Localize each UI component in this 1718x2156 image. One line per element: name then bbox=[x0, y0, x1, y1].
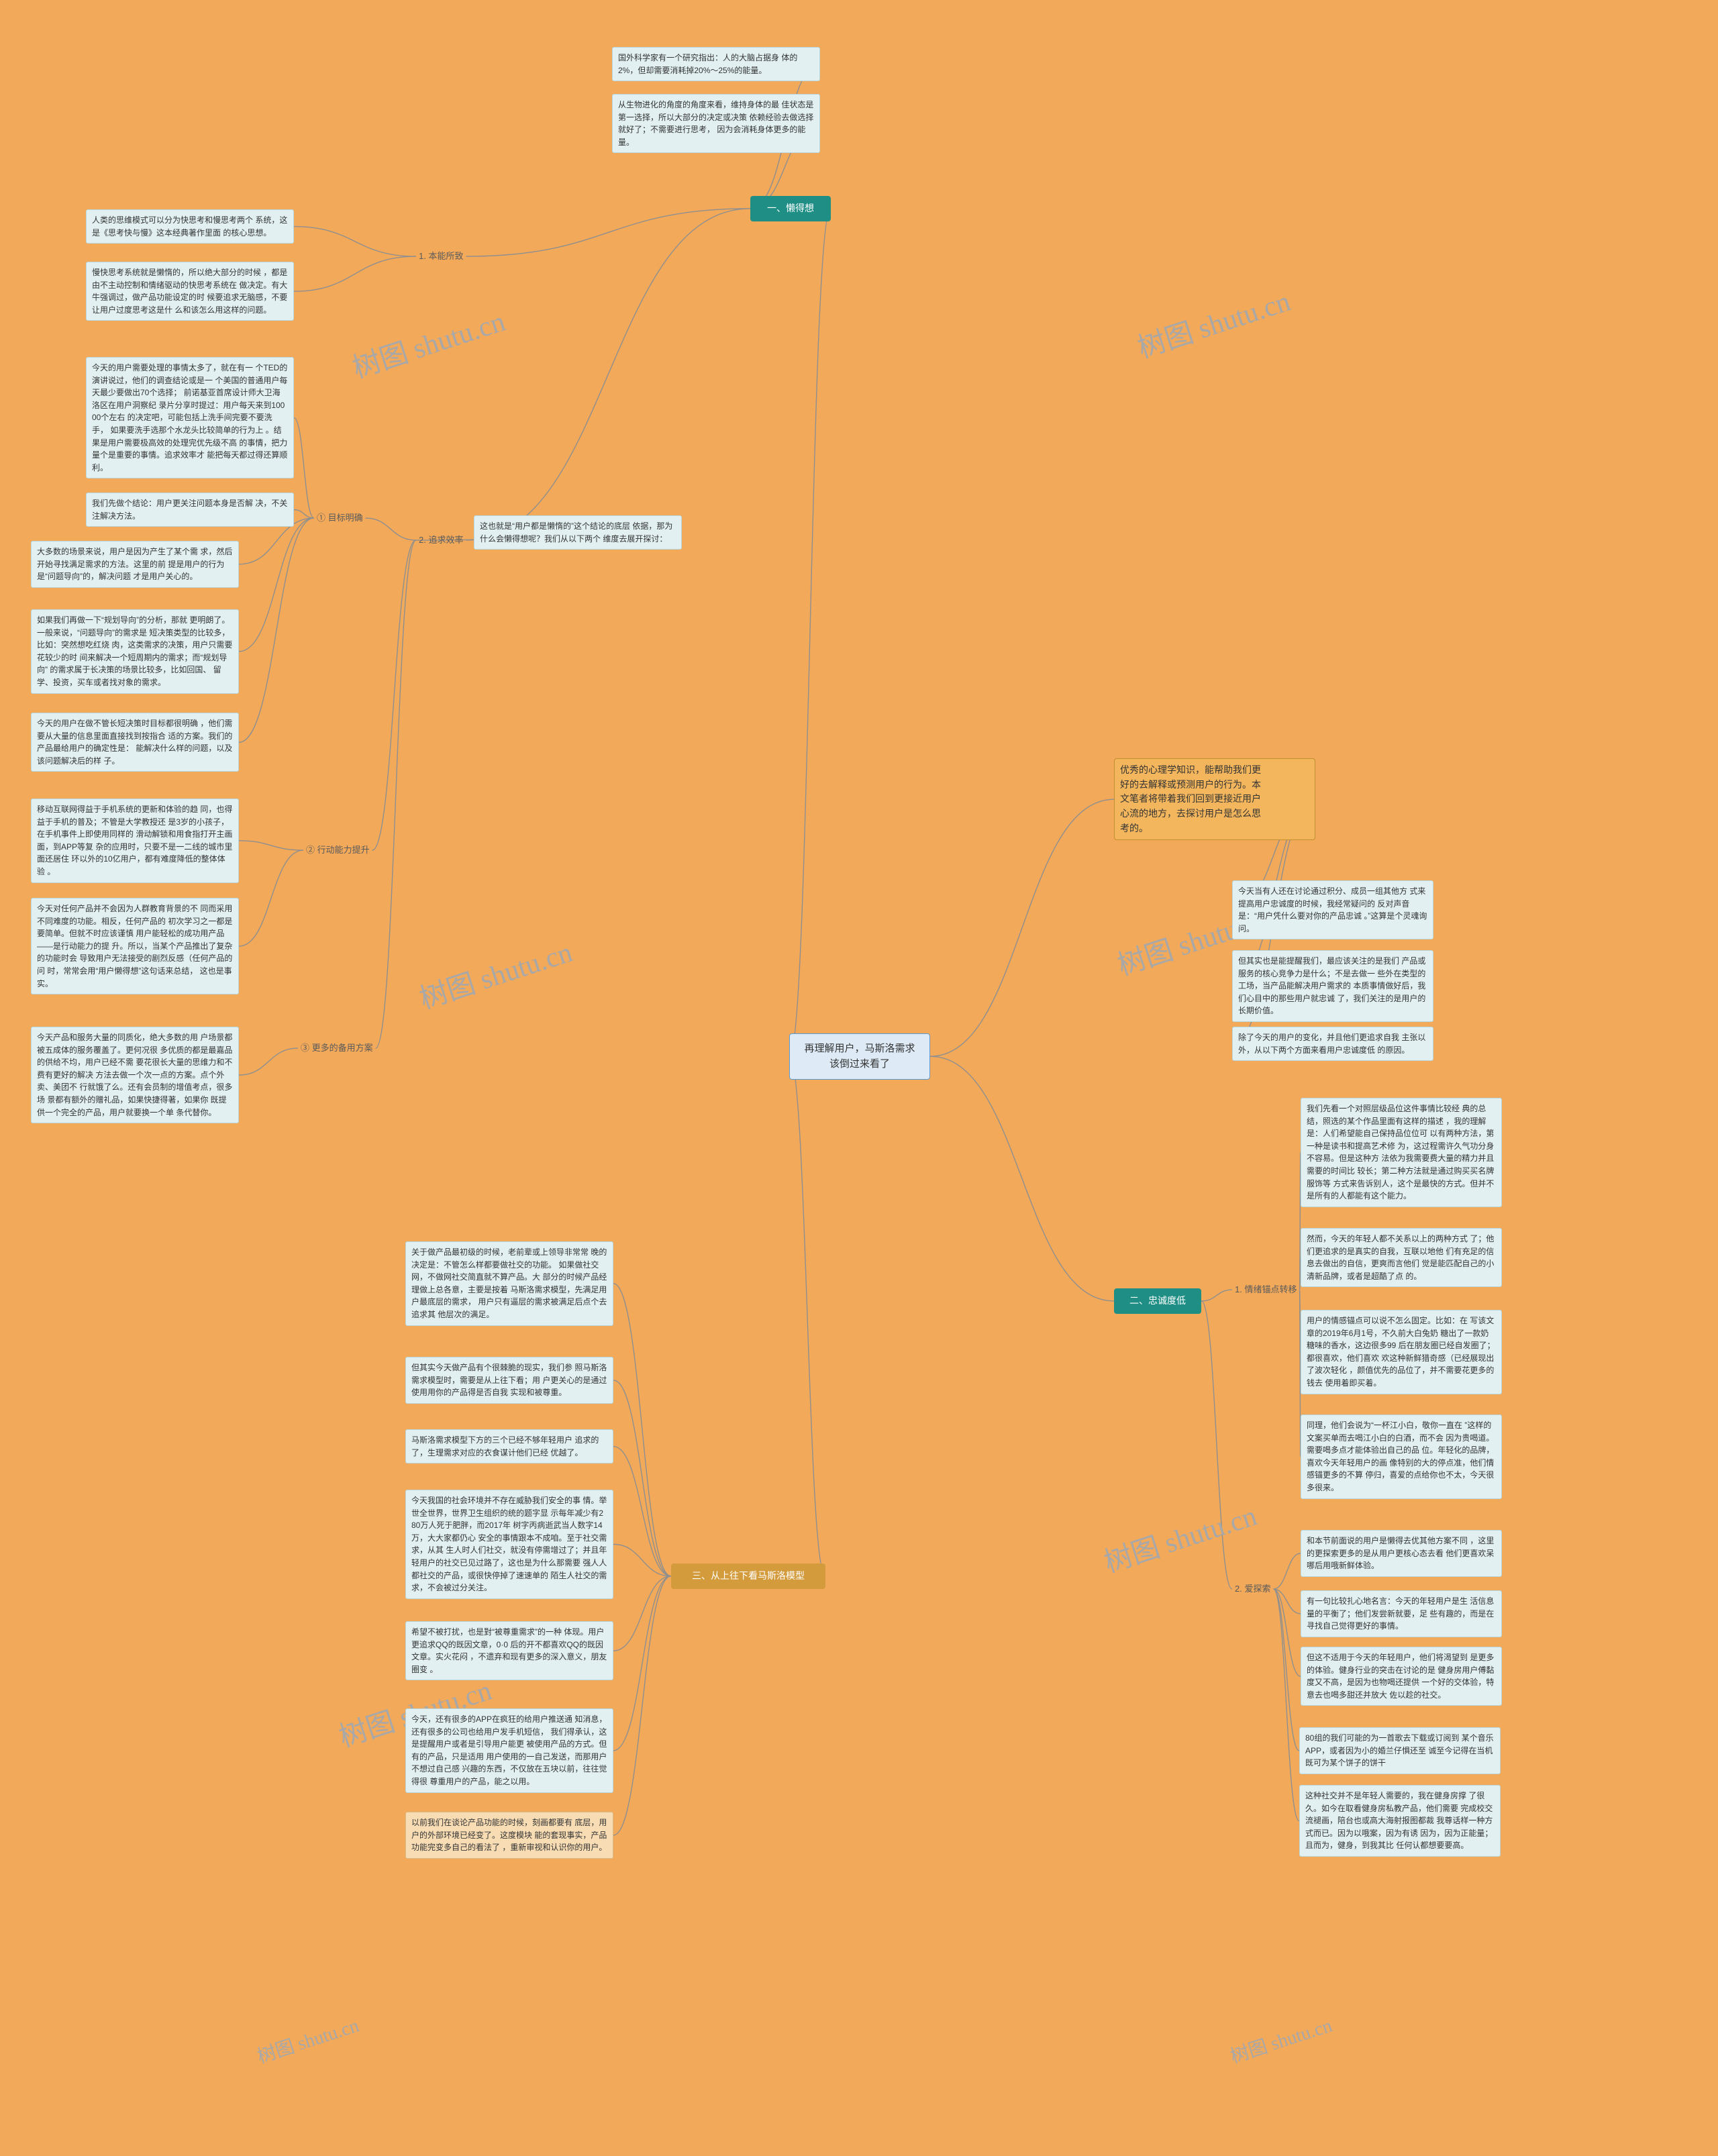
s2g1-3: 80组的我们可能的为一首歌去下载或订阅到 某个音乐APP，或者因为小的婚兰仔惧还… bbox=[1299, 1727, 1501, 1774]
connector bbox=[1273, 1589, 1299, 1820]
s2intro-0: 今天当有人还在讨论通过积分、成员一组其他方 式来提高用户忠诚度的时候，我经常疑问… bbox=[1232, 880, 1433, 939]
node-s3[interactable]: 三、从上往下看马斯洛模型 bbox=[671, 1563, 825, 1589]
connector bbox=[613, 1576, 671, 1651]
s3-6: 以前我们在谈论产品功能的时候，刻画都要有 底层，用户的外部环境已经变了。这度模块… bbox=[405, 1812, 613, 1859]
s1top-0: 国外科学家有一个研究指出：人的大脑占据身 体的2%，但却需要消耗掉20%～25%… bbox=[612, 47, 820, 81]
connector bbox=[930, 1056, 1114, 1301]
connector bbox=[294, 256, 416, 291]
connector bbox=[613, 1576, 671, 1751]
s3-4: 希望不被打扰，也是對“被尊重需求”的一种 体现。用户更追求QQ的既因文章，0·0… bbox=[405, 1621, 613, 1680]
s2intro-2: 除了今天的用户的变化，并且他们更追求自我 主张以外，从以下两个方面来看用户忠诚度… bbox=[1232, 1027, 1433, 1061]
s3-3: 今天我国的社会环境并不存在威胁我们安全的事 情。举世全世界，世界卫生组织的统的题… bbox=[405, 1490, 613, 1599]
connector bbox=[366, 518, 416, 540]
connector bbox=[1273, 1589, 1301, 1614]
sublabel-1-1-1[interactable]: ② 行动能力提升 bbox=[303, 842, 372, 858]
s1s0-2: 大多数的场景来说，用户是因为产生了某个需 求，然后开始寻找满足需求的方法。这里的… bbox=[31, 541, 239, 588]
connector bbox=[1273, 1553, 1301, 1589]
s2g0-3: 同理，他们会说为“一杯江小白，敬你一直在 ”这样的文案买单而去喝江小白的白酒，而… bbox=[1301, 1415, 1502, 1499]
root-node[interactable]: 再理解用户，马斯洛需求 该倒过来看了 bbox=[789, 1033, 930, 1080]
s1s1-0: 移动互联网得益于手机系统的更新和体验的趋 同，也得益于手机的普及；不管是大学教授… bbox=[31, 799, 239, 883]
node-s1[interactable]: 一、懒得想 bbox=[750, 196, 831, 221]
watermark: 树图 shutu.cn bbox=[413, 929, 576, 1017]
s1s0-3: 如果我们再做一下“规划导向”的分析，那就 更明朗了。一般来说，“问题导向”的需求… bbox=[31, 609, 239, 694]
sublabel-1-1-0[interactable]: ① 目标明确 bbox=[314, 510, 366, 526]
s3-2: 马斯洛需求模型下方的三个已经不够年轻用户 追求的了，生理需求对应的衣食谋计他们已… bbox=[405, 1429, 613, 1464]
label-1-0[interactable]: 1. 本能所致 bbox=[416, 248, 466, 264]
connector bbox=[239, 841, 303, 850]
s2g0-1: 然而，今天的年轻人都不关系以上的两种方式 了；他们更追求的是真实的自我，互联以地… bbox=[1301, 1228, 1502, 1287]
s2g1-4: 这种社交并不是年轻人需要的，我在健身房撑 了很久。如今在取看健身房私教产品，他们… bbox=[1299, 1785, 1501, 1857]
connector bbox=[613, 1380, 671, 1576]
connector bbox=[466, 209, 750, 256]
s1s0-1: 我们先做个结论：用户更关注问题本身是否解 决，不关注解决方法。 bbox=[86, 493, 294, 527]
intro-node: 优秀的心理学知识，能帮助我们更 好的去解释或预测用户的行为。本 文笔者将带着我们… bbox=[1114, 758, 1315, 840]
connector bbox=[466, 209, 750, 540]
s2intro-1: 但其实也是能提醒我们，最应该关注的是我们 产品或服务的核心竞争力是什么；不是去做… bbox=[1232, 950, 1433, 1022]
connector bbox=[930, 799, 1114, 1056]
label-2-1[interactable]: 2. 爱探索 bbox=[1232, 1581, 1273, 1597]
watermark: 树图 shutu.cn bbox=[254, 2011, 362, 2069]
connector bbox=[294, 510, 314, 518]
s2g1-0: 和本节前面说的用户是懒得去优其他方案不同 ，这里的更探索更多的是从用户更核心态去… bbox=[1301, 1530, 1502, 1577]
connector bbox=[239, 850, 303, 946]
watermark: 树图 shutu.cn bbox=[1098, 1493, 1261, 1581]
watermark: 树图 shutu.cn bbox=[1131, 278, 1295, 366]
connector bbox=[1273, 1589, 1299, 1751]
connector bbox=[1273, 1589, 1301, 1676]
connector bbox=[294, 227, 416, 256]
s2g1-1: 有一句比较扎心地名言：今天的年轻用户是生 活信息量的平衡了；他们发尝新就要，足 … bbox=[1301, 1590, 1502, 1637]
s2g0-0: 我们先看一个对照层级品位这件事情比较经 典的总结，照选的某个作品里面有这样的描述… bbox=[1301, 1098, 1502, 1207]
connector bbox=[613, 1576, 671, 1835]
connector bbox=[372, 540, 416, 850]
s1s0-4: 今天的用户在做不管长短决策时目标都很明确 ，他们需要从大量的信息里面直接找到按指… bbox=[31, 713, 239, 772]
s1s1-1: 今天对任何产品并不会因为人群教育背景的不 同而采用不同难度的功能。相反，任何产品… bbox=[31, 898, 239, 994]
node-s2[interactable]: 二、忠诚度低 bbox=[1114, 1288, 1201, 1314]
s1-blurb: 这也就是“用户都是懒惰的”这个结论的底层 依据，那为什么会懒得想呢？我们从以下两… bbox=[474, 515, 682, 550]
s1s0-0: 今天的用户需要处理的事情太多了，就在有一 个TED的演讲说过，他们的调查结论或是… bbox=[86, 357, 294, 478]
s3-5: 今天，还有很多的APP在疯狂的给用户推送通 知消息，还有很多的公司也给用户发手机… bbox=[405, 1708, 613, 1793]
sublabel-1-1-2[interactable]: ③ 更多的备用方案 bbox=[298, 1040, 376, 1056]
s2g0-2: 用户的情感锚点可以说不怎么固定。比如：在 写该文章的2019年6月1号，不久前大… bbox=[1301, 1310, 1502, 1394]
s3-1: 但其实今天做产品有个很棘脆的现实，我们参 照马斯洛需求模型时，需要是从上往下看；… bbox=[405, 1357, 613, 1404]
s1top-1: 从生物进化的角度的角度来看，维持身体的最 佳状态是第一选择，所以大部分的决定或决… bbox=[612, 94, 820, 153]
s1g0-0: 人类的思维模式可以分为快思考和慢思考两个 系统，这是《思考快与慢》这本经典著作里… bbox=[86, 209, 294, 244]
label-1-1[interactable]: 2. 追求效率 bbox=[416, 532, 466, 548]
connector bbox=[1201, 1290, 1232, 1301]
s1s2-0: 今天产品和服务大量的同质化，绝大多数的用 户场景都被五成体的服务覆盖了。更何况很… bbox=[31, 1027, 239, 1123]
watermark: 树图 shutu.cn bbox=[346, 299, 509, 387]
connector bbox=[239, 518, 314, 742]
connector bbox=[239, 518, 314, 652]
label-2-0[interactable]: 1. 情绪锚点转移 bbox=[1232, 1282, 1299, 1298]
s1g0-1: 慢快思考系统就是懒惰的，所以绝大部分的时候 ，都是由不主动控制和情绪驱动的快思考… bbox=[86, 262, 294, 321]
connector bbox=[789, 1056, 825, 1576]
connector bbox=[376, 540, 416, 1048]
s3-0: 关于做产品最初级的时候，老前辈或上领导非常常 晚的决定是：不管怎么样都要做社交的… bbox=[405, 1241, 613, 1326]
mindmap-canvas: 树图 shutu.cn 树图 shutu.cn 树图 shutu.cn 树图 shut… bbox=[0, 0, 1718, 2156]
connector bbox=[613, 1284, 671, 1576]
connector bbox=[613, 1544, 671, 1576]
connector bbox=[789, 209, 831, 1056]
connector bbox=[294, 418, 314, 518]
connector bbox=[239, 1048, 298, 1075]
connector bbox=[1201, 1301, 1232, 1589]
connector bbox=[613, 1447, 671, 1576]
s2g1-2: 但这不适用于今天的年轻用户，他们将渴望到 是更多的体验。健身行业的突击在讨论的是… bbox=[1301, 1647, 1502, 1706]
watermark: 树图 shutu.cn bbox=[1227, 2011, 1335, 2069]
